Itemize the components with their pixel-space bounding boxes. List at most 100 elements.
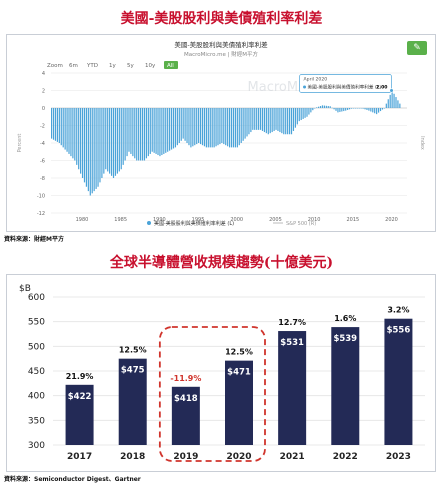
- y-tick-label: 4: [42, 71, 45, 77]
- tooltip-value: 2.00: [376, 85, 387, 91]
- spread-bar: [236, 108, 238, 148]
- x-tick-label: 1995: [192, 217, 205, 223]
- y-tick-label: 600: [28, 293, 45, 303]
- spread-bar: [279, 108, 281, 133]
- spread-bar: [331, 107, 333, 109]
- spread-bar: [329, 106, 331, 108]
- zoom-option-10y[interactable]: 10y: [145, 63, 156, 69]
- zoom-option-6m[interactable]: 6m: [69, 63, 78, 69]
- growth-label: 21.9%: [66, 372, 94, 381]
- spread-bar: [277, 108, 279, 131]
- bar-value-label: $539: [333, 334, 357, 344]
- left-axis-label: Percent: [17, 134, 23, 153]
- zoom-option-ytd[interactable]: YTD: [86, 63, 98, 69]
- bar-2020: [225, 360, 253, 445]
- spread-bar: [256, 108, 258, 130]
- bottom-chart-title: 全球半導體營收規模趨勢(十億美元): [109, 255, 334, 271]
- spread-bar: [153, 108, 155, 153]
- y-tick-label: -10: [37, 194, 45, 200]
- bar-2022: [331, 327, 360, 445]
- x-tick-label: 2020: [385, 217, 398, 223]
- macro-header-title: 美國-美股股利與美債殖利率利差: [174, 40, 268, 49]
- spread-bar: [58, 108, 60, 143]
- spread-bar: [178, 108, 180, 143]
- spread-bar: [399, 103, 401, 108]
- spread-bar: [389, 94, 391, 108]
- spread-bar: [207, 108, 209, 148]
- spread-bar: [64, 108, 66, 150]
- spread-bar: [304, 108, 306, 118]
- zoom-option-5y[interactable]: 5y: [127, 63, 134, 69]
- spread-bar: [393, 93, 395, 108]
- spread-bar: [116, 108, 118, 174]
- tooltip-label: 美國-美股股利與美債殖利率利差 (L): [308, 84, 382, 91]
- spread-bar: [345, 108, 347, 111]
- spread-bar: [372, 108, 374, 113]
- spread-bar: [250, 108, 252, 133]
- spread-bar: [163, 108, 165, 154]
- spread-bar: [221, 108, 223, 143]
- zoom-label: Zoom: [47, 63, 63, 69]
- spread-bar: [238, 108, 240, 146]
- spread-bar: [149, 108, 151, 154]
- spread-bar: [395, 97, 397, 108]
- spread-bar: [281, 108, 283, 134]
- legend-1-label: 美國-美股股利與美債殖利率利差 (L): [154, 220, 234, 227]
- spread-bar: [356, 108, 358, 109]
- spread-bar: [145, 108, 148, 159]
- y-tick-label: 450: [28, 367, 45, 377]
- spread-bar: [192, 108, 194, 147]
- spread-bar: [87, 108, 89, 192]
- spread-bar: [232, 108, 235, 148]
- x-tick-label: 1980: [76, 217, 89, 223]
- legend-1-marker: [147, 221, 151, 225]
- spread-bar: [273, 108, 275, 131]
- spread-bar: [186, 108, 188, 143]
- spread-bar: [285, 108, 287, 135]
- y-tick-label: -4: [40, 141, 45, 147]
- edit-chart-button[interactable]: ✎: [407, 41, 427, 55]
- spread-bar: [381, 108, 384, 110]
- spread-bar: [159, 108, 161, 157]
- x-tick-label: 2021: [280, 452, 305, 462]
- spread-bar: [258, 108, 260, 130]
- spread-bar: [323, 105, 326, 108]
- top-chart-source: 資料來源：財經M平方: [4, 236, 64, 243]
- spread-bar: [379, 108, 382, 112]
- x-tick-label: 2018: [120, 452, 145, 462]
- y-tick-label: 350: [28, 416, 45, 426]
- zoom-option-1y[interactable]: 1y: [109, 63, 116, 69]
- spread-bar: [319, 106, 322, 108]
- bar-value-label: $556: [387, 326, 411, 336]
- spread-bar: [242, 108, 244, 141]
- spread-bar: [213, 108, 215, 148]
- spread-bar: [126, 108, 128, 157]
- spread-bar: [370, 108, 372, 112]
- spread-bar: [397, 100, 399, 108]
- spread-bar: [225, 108, 227, 146]
- spread-bar: [302, 108, 304, 119]
- spread-bar: [300, 108, 302, 121]
- spread-bar: [89, 108, 91, 196]
- spread-bar: [248, 108, 250, 135]
- spread-bar: [198, 108, 200, 143]
- dividend-yield-spread-chart-panel: 美國-美股股利與美債殖利率利差 MacroMicro.me | 財經M平方 Zoom…: [6, 34, 436, 232]
- y-axis-unit: $B: [19, 284, 31, 294]
- semiconductor-revenue-chart: $B 300 350 400 450 500 550 600 $422 21.9% 2017 $475…: [19, 284, 425, 462]
- y-tick-label: 500: [28, 342, 45, 352]
- spread-bar: [265, 108, 267, 134]
- legend-2-label: S&P 500 (R): [286, 221, 316, 227]
- spread-bar: [199, 108, 202, 145]
- growth-label: 12.5%: [225, 348, 253, 357]
- spread-bar: [118, 108, 120, 172]
- spread-bar: [110, 108, 113, 176]
- spread-bar: [347, 108, 349, 110]
- spread-bar: [52, 108, 55, 140]
- spread-bar: [182, 108, 184, 139]
- bar-2017: [65, 384, 94, 445]
- spread-bar: [176, 108, 178, 146]
- spread-bar: [140, 108, 142, 161]
- spread-bar: [321, 105, 324, 108]
- zoom-option-all[interactable]: All: [167, 63, 174, 69]
